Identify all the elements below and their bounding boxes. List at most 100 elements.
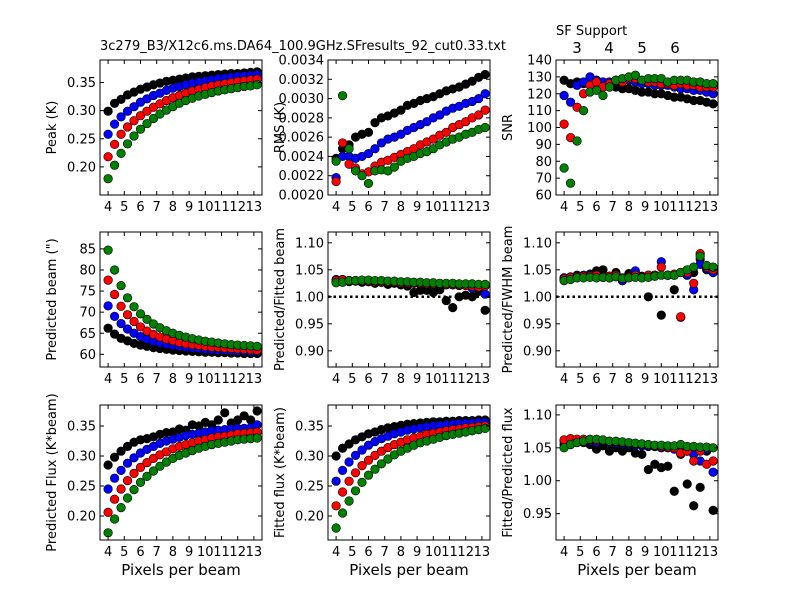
data-point-series-4	[122, 324, 133, 334]
data-point-series-6	[103, 528, 113, 538]
data-point-series-6	[135, 124, 146, 134]
x-tick-label: 11	[441, 200, 458, 215]
y-tick-label: 0.20	[67, 160, 96, 175]
data-point-series-5	[350, 468, 361, 478]
data-point-series-4	[363, 148, 374, 159]
data-point-series-6	[109, 514, 120, 524]
data-point-series-6	[116, 503, 126, 513]
y-tick-label: 1.00	[523, 290, 552, 305]
data-point-series-4	[708, 467, 718, 477]
y-tick-label: 140	[527, 54, 552, 69]
x-tick-label: 7	[381, 545, 389, 560]
data-point-series-6	[129, 131, 139, 141]
y-tick-label: 85	[79, 242, 96, 257]
x-tick-label: 4	[332, 545, 340, 560]
y-axis-label: Peak (K)	[45, 101, 60, 155]
x-tick-label: 10	[653, 200, 670, 215]
x-axis-label: Pixels per beam	[577, 561, 697, 579]
data-point-series-5	[116, 484, 126, 494]
x-tick-label: 10	[653, 372, 670, 387]
legend-entry-4: 4	[604, 39, 614, 57]
data-point-series-5	[344, 476, 354, 486]
y-tick-label: 0.95	[295, 317, 324, 332]
x-tick-label: 8	[625, 545, 633, 560]
data-point-series-4	[331, 476, 341, 486]
data-point-series-6	[480, 423, 490, 434]
x-tick-label: 8	[625, 372, 633, 387]
x-tick-label: 10	[425, 200, 442, 215]
data-point-series-6	[103, 245, 113, 255]
y-tick-label: 1.00	[295, 290, 324, 305]
data-point-series-6	[604, 82, 615, 92]
y-tick-label: 0.0026	[279, 131, 325, 146]
plot-frame	[99, 231, 263, 368]
x-tick-label: 6	[364, 545, 372, 560]
data-point-series-5	[103, 152, 113, 162]
data-point-series-6	[370, 464, 380, 474]
data-point-series-6	[252, 80, 262, 90]
data-point-series-3	[103, 106, 113, 116]
x-tick-label: 7	[153, 372, 161, 387]
data-point-series-6	[357, 477, 367, 488]
y-axis-label: Predicted Flux (K*beam)	[45, 393, 60, 551]
data-point-series-4	[116, 112, 126, 122]
data-point-series-4	[474, 93, 484, 104]
y-axis-label: Fitted flux (K*beam)	[273, 407, 288, 538]
y-tick-label: 0.30	[295, 450, 324, 465]
data-point-series-4	[480, 89, 490, 99]
data-point-series-5	[656, 262, 666, 272]
x-tick-label: 5	[348, 545, 356, 560]
data-point-series-6	[591, 85, 602, 95]
data-point-series-5	[689, 278, 699, 288]
y-tick-label: 60	[79, 348, 96, 363]
y-tick-label: 0.95	[523, 317, 552, 332]
x-tick-label: 11	[669, 200, 686, 215]
x-axis-label: Pixels per beam	[121, 561, 241, 579]
x-tick-label: 11	[441, 372, 458, 387]
data-point-series-3	[663, 461, 673, 471]
data-point-series-4	[122, 106, 133, 116]
x-tick-label: 10	[197, 372, 214, 387]
data-point-series-6	[383, 454, 393, 464]
y-tick-label: 1.05	[523, 441, 552, 456]
subplot-4: 60 65 70 75 80 85 4 5 6 7 8 9 10 11 12 13 Predicted beam…	[45, 231, 263, 387]
plot-frame	[99, 59, 263, 196]
y-tick-label: 0.20	[67, 510, 96, 525]
x-tick-label: 6	[136, 200, 144, 215]
x-tick-label: 13	[474, 372, 491, 387]
data-point-series-4	[559, 90, 569, 101]
legend: SF Support 3 4 5 6	[556, 24, 680, 57]
x-tick-label: 8	[169, 545, 177, 560]
x-tick-label: 10	[425, 372, 442, 387]
data-point-series-5	[337, 138, 348, 148]
x-tick-label: 9	[413, 200, 421, 215]
data-point-series-5	[142, 458, 152, 468]
data-point-series-5	[122, 122, 133, 132]
data-point-series-6	[350, 486, 361, 496]
data-point-series-6	[142, 118, 152, 129]
data-point-series-6	[559, 163, 569, 173]
x-tick-label: 4	[332, 372, 340, 387]
y-tick-label: 1.05	[295, 263, 324, 278]
y-tick-label: 0.0030	[279, 92, 325, 107]
data-point-series-3	[480, 69, 490, 80]
data-point-series-3	[370, 118, 380, 128]
subplot-8: 0.20 0.25 0.30 0.35 4 5 6 7 8 9 10 11 12 13 Fitted flu…	[273, 404, 491, 579]
data-point-series-4	[129, 453, 139, 463]
data-point-series-5	[122, 476, 133, 486]
subplot-7: 0.20 0.25 0.30 0.35 4 5 6 7 8 9 10 11 12 13 Predicted …	[45, 393, 263, 579]
plot-frame	[555, 404, 719, 541]
y-tick-label: 70	[79, 306, 96, 321]
data-point-series-3	[708, 505, 718, 515]
data-point-series-6	[480, 279, 490, 289]
data-point-series-5	[135, 462, 146, 473]
x-tick-label: 10	[425, 545, 442, 560]
markers	[331, 69, 490, 189]
y-tick-label: 0.35	[295, 420, 324, 435]
x-tick-label: 8	[169, 200, 177, 215]
x-tick-label: 6	[592, 372, 600, 387]
data-point-series-6	[695, 251, 705, 261]
x-tick-label: 13	[246, 372, 263, 387]
